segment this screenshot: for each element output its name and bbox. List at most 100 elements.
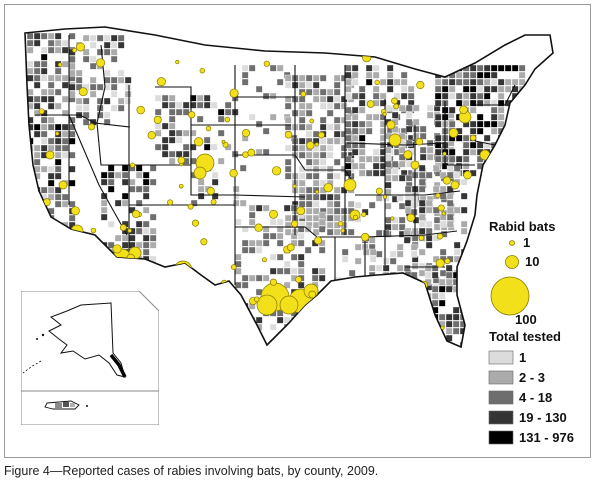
county-cell [476,64,484,72]
county-cell [319,137,327,145]
county-cell [110,90,118,98]
county-cell [439,220,447,228]
county-cell [448,155,456,163]
county-cell [40,116,48,124]
county-cell [312,193,320,201]
county-cell [469,148,477,156]
rabid-bat-bubble [200,238,208,246]
county-cell [391,167,399,175]
rabid-bat-bubble [119,224,127,232]
county-cell [351,148,359,156]
county-cell [61,193,69,201]
county-cell [448,92,456,100]
county-cell [107,241,115,249]
county-cell [154,122,162,130]
county-cell [142,178,150,186]
county-cell [54,158,62,166]
county-cell [54,151,62,159]
county-cell [382,257,390,265]
rabid-bat-bubble [279,295,299,315]
county-cell [419,146,427,154]
county-cell [326,165,334,173]
county-cell [305,186,313,194]
county-cell [298,172,306,180]
legend-symbols [488,240,530,445]
county-cell [283,260,291,268]
county-cell [448,106,456,114]
county-cell [384,167,392,175]
county-cell [33,158,41,166]
county-cell [189,94,197,102]
county-cell [341,248,349,256]
county-cell [418,283,426,291]
county-cell [224,101,232,109]
rabid-bat-bubble [238,318,246,327]
county-cell [511,85,519,93]
county-cell [161,150,169,158]
county-cell [462,71,470,79]
county-cell [434,92,442,100]
county-cell [40,95,48,103]
county-cell [368,236,376,244]
county-cell [304,309,312,317]
rabid-bat-bubble [441,211,446,216]
rabid-bat-bubble [450,180,460,190]
county-cell [351,106,359,114]
county-cell [441,85,449,93]
county-cell [434,85,442,93]
county-cell [469,64,477,72]
county-cell [418,206,426,214]
rabid-bat-bubble [76,263,84,271]
rabid-bat-bubble [479,149,491,161]
county-cell [297,253,305,261]
county-cell [284,74,292,82]
county-cell [358,92,366,100]
rabid-bat-bubble [315,189,319,194]
county-cell [396,250,404,258]
county-cell [410,194,418,202]
county-cell [149,227,157,235]
county-cell [304,323,312,331]
county-cell [47,221,55,229]
county-cell [54,186,62,194]
county-cell [412,125,420,133]
rabid-bat-bubble [229,88,239,98]
county-cell [255,239,263,247]
county-cell [326,95,334,103]
county-cell [459,271,467,279]
county-cell [375,229,383,237]
county-cell [239,164,247,172]
county-cell [344,85,352,93]
county-cell [448,120,456,128]
rabid-bat-bubble [403,150,413,160]
county-cell [326,214,334,222]
county-cell [379,99,387,107]
legend-class-label-19-130: 19 - 130 [519,410,567,425]
legend-swatch-1 [488,350,514,365]
county-cell [33,81,41,89]
county-cell [305,123,313,131]
rabid-bat-bubble [45,150,55,160]
county-cell [241,71,249,79]
county-cell [121,199,129,207]
county-cell [448,78,456,86]
county-cell [232,192,240,200]
county-cell [121,241,129,249]
county-cell [386,85,394,93]
county-cell [103,69,111,77]
county-cell [47,193,55,201]
county-cell [297,281,305,289]
county-cell [419,153,427,161]
county-cell [326,207,334,215]
county-cell [384,202,392,210]
county-cell [68,200,76,208]
county-cell [445,278,453,286]
county-cell [269,253,277,261]
county-cell [318,274,326,282]
county-cell [154,94,162,102]
county-cell [182,129,190,137]
county-cell [497,155,505,163]
county-cell [372,148,380,156]
county-cell [340,207,348,215]
county-cell [382,264,390,272]
